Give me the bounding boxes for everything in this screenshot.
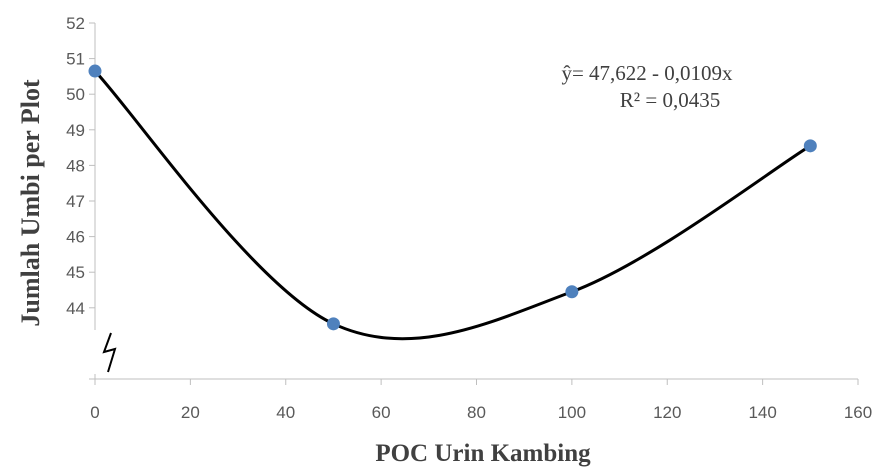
data-point [326,317,340,331]
y-tick-label: 49 [66,121,85,140]
x-tick-label: 40 [276,403,295,422]
data-points [88,64,817,331]
x-tick-label: 0 [90,403,99,422]
x-tick-label: 140 [748,403,776,422]
y-tick-label: 46 [66,228,85,247]
data-point [565,285,579,299]
data-point [88,64,102,78]
y-tick-label: 45 [66,263,85,282]
x-tick-label: 160 [844,403,872,422]
x-tick-label: 60 [372,403,391,422]
x-axis-title: POC Urin Kambing [375,440,591,467]
regression-equation: ŷ= 47,622 - 0,0109x [561,61,733,85]
y-tick-label: 44 [66,299,85,318]
y-axis-title: Jumlah Umbi per Plot [16,79,45,327]
y-axis-ticks: 44 45 46 47 48 49 50 51 52 [66,14,95,380]
y-tick-label: 51 [66,50,85,69]
y-tick-label: 47 [66,192,85,211]
x-axis-ticks: 0 20 40 60 80 100 120 140 160 [90,379,872,422]
axis-break-zigzag [102,332,117,373]
x-tick-label: 120 [653,403,681,422]
r-squared-label: R² = 0,0435 [620,88,720,112]
y-tick-label: 48 [66,156,85,175]
axis-break-mark [89,330,117,374]
y-tick-label: 50 [66,85,85,104]
axis-break-gap [89,330,105,374]
x-tick-label: 100 [558,403,586,422]
x-tick-label: 80 [467,403,486,422]
x-tick-label: 20 [181,403,200,422]
y-tick-label: 52 [66,14,85,33]
data-point [803,139,817,153]
series-curve [93,70,812,341]
